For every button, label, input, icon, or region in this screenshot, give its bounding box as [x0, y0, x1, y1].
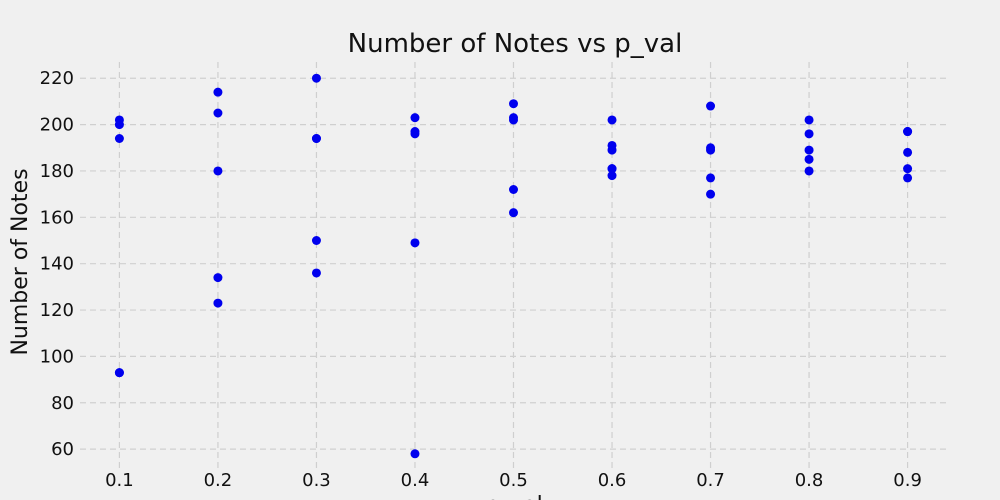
- data-point: [804, 145, 814, 155]
- data-point: [213, 298, 223, 308]
- x-tick-label: 0.2: [204, 470, 233, 491]
- y-tick-label: 80: [51, 393, 74, 414]
- data-point: [706, 145, 716, 155]
- data-point: [804, 154, 814, 164]
- y-tick-label: 220: [40, 68, 74, 89]
- x-tick-label: 0.9: [893, 470, 922, 491]
- data-point: [311, 73, 321, 83]
- data-point: [410, 113, 420, 123]
- data-point: [509, 185, 518, 194]
- data-point: [607, 171, 617, 181]
- x-tick-label: 0.7: [696, 470, 725, 491]
- y-tick-label: 140: [40, 254, 74, 275]
- data-point: [213, 166, 223, 176]
- data-point: [607, 164, 617, 174]
- data-point: [903, 147, 913, 157]
- tick-labels: 60 80 100 120 140 160 180 200 220 0.1 0.2 0.3 0.4 0.5…: [40, 68, 922, 491]
- data-point: [706, 173, 716, 183]
- data-point: [509, 115, 518, 125]
- grid: [80, 62, 947, 470]
- y-tick-label: 160: [40, 207, 74, 228]
- data-points: [114, 73, 913, 459]
- data-point: [903, 164, 913, 174]
- x-tick-label: 0.3: [302, 470, 331, 491]
- x-tick-label: 0.4: [401, 470, 430, 491]
- y-tick-label: 200: [40, 115, 74, 136]
- data-point: [311, 236, 321, 245]
- chart-title: Number of Notes vs p_val: [348, 29, 683, 59]
- data-point: [903, 173, 913, 183]
- data-point: [706, 189, 716, 199]
- data-point: [213, 108, 223, 118]
- y-tick-label: 120: [40, 300, 74, 321]
- y-tick-label: 60: [51, 439, 74, 460]
- x-tick-label: 0.6: [598, 470, 627, 491]
- data-point: [311, 134, 321, 143]
- data-point: [509, 99, 518, 109]
- data-point: [804, 166, 814, 176]
- data-point: [410, 449, 420, 459]
- data-point: [114, 120, 124, 130]
- data-point: [114, 368, 124, 378]
- data-point: [706, 101, 716, 111]
- data-point: [509, 208, 518, 218]
- x-tick-label: 0.5: [499, 470, 528, 491]
- data-point: [213, 87, 223, 97]
- data-point: [410, 129, 420, 139]
- y-axis-label: Number of Notes: [8, 168, 33, 355]
- data-point: [410, 238, 420, 248]
- data-point: [114, 134, 124, 143]
- data-point: [311, 268, 321, 278]
- data-point: [804, 115, 814, 125]
- data-point: [607, 115, 617, 125]
- data-point: [804, 129, 814, 139]
- y-tick-label: 180: [40, 161, 74, 182]
- x-axis-label: p_val: [485, 493, 543, 500]
- y-tick-label: 100: [40, 346, 74, 367]
- data-point: [213, 273, 223, 283]
- x-tick-label: 0.1: [105, 470, 134, 491]
- data-point: [607, 145, 617, 155]
- x-tick-label: 0.8: [795, 470, 824, 491]
- data-point: [903, 127, 913, 137]
